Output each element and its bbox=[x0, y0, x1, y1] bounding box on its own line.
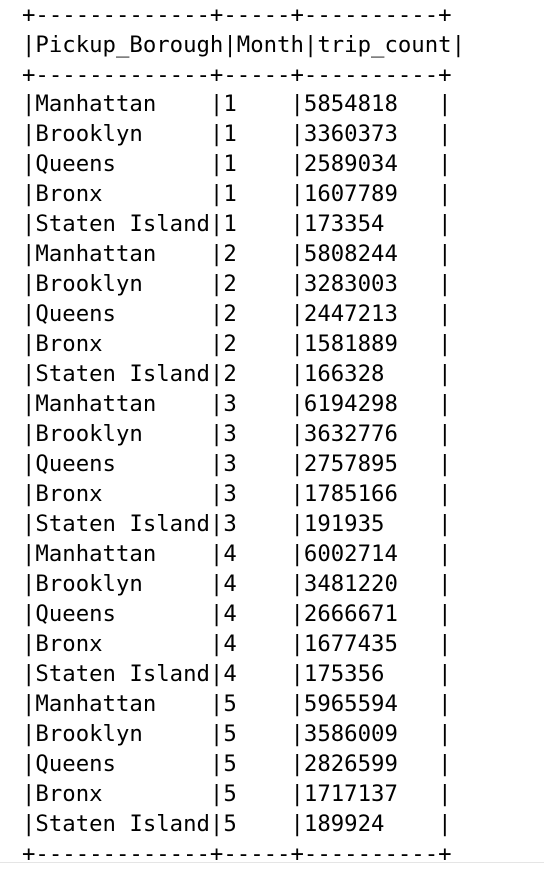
table-row: |Manhattan |1 |5854818 | bbox=[22, 91, 452, 117]
table-row: |Bronx |3 |1785166 | bbox=[22, 481, 452, 507]
output-footer-divider bbox=[0, 862, 544, 885]
table-row: |Queens |1 |2589034 | bbox=[22, 151, 452, 177]
table-row: |Brooklyn |5 |3586009 | bbox=[22, 721, 452, 747]
console-output: +-------------+-----+----------+ |Pickup… bbox=[22, 0, 532, 884]
table-row: |Brooklyn |1 |3360373 | bbox=[22, 121, 452, 147]
table-row: |Brooklyn |3 |3632776 | bbox=[22, 421, 452, 447]
table-row: |Staten Island|5 |189924 | bbox=[22, 811, 452, 837]
table-row: |Manhattan |5 |5965594 | bbox=[22, 691, 452, 717]
table-top-border: +-------------+-----+----------+ bbox=[22, 2, 452, 28]
table-row: |Queens |5 |2826599 | bbox=[22, 751, 452, 777]
table-row: |Brooklyn |4 |3481220 | bbox=[22, 571, 452, 597]
table-row: |Bronx |2 |1581889 | bbox=[22, 331, 452, 357]
table-header-border: +-------------+-----+----------+ bbox=[22, 62, 452, 88]
table-row: |Staten Island|4 |175356 | bbox=[22, 661, 452, 687]
table-row: |Bronx |4 |1677435 | bbox=[22, 631, 452, 657]
table-row: |Queens |4 |2666671 | bbox=[22, 601, 452, 627]
table-row: |Staten Island|2 |166328 | bbox=[22, 361, 452, 387]
table-row: |Manhattan |4 |6002714 | bbox=[22, 541, 452, 567]
table-row: |Staten Island|3 |191935 | bbox=[22, 511, 452, 537]
table-row: |Manhattan |2 |5808244 | bbox=[22, 241, 452, 267]
table-row: |Queens |3 |2757895 | bbox=[22, 451, 452, 477]
table-header: |Pickup_Borough|Month|trip_count| bbox=[22, 32, 465, 58]
table-row: |Bronx |5 |1717137 | bbox=[22, 781, 452, 807]
table-row: |Bronx |1 |1607789 | bbox=[22, 181, 452, 207]
table-row: |Staten Island|1 |173354 | bbox=[22, 211, 452, 237]
table-row: |Queens |2 |2447213 | bbox=[22, 301, 452, 327]
table-row: |Manhattan |3 |6194298 | bbox=[22, 391, 452, 417]
table-row: |Brooklyn |2 |3283003 | bbox=[22, 271, 452, 297]
